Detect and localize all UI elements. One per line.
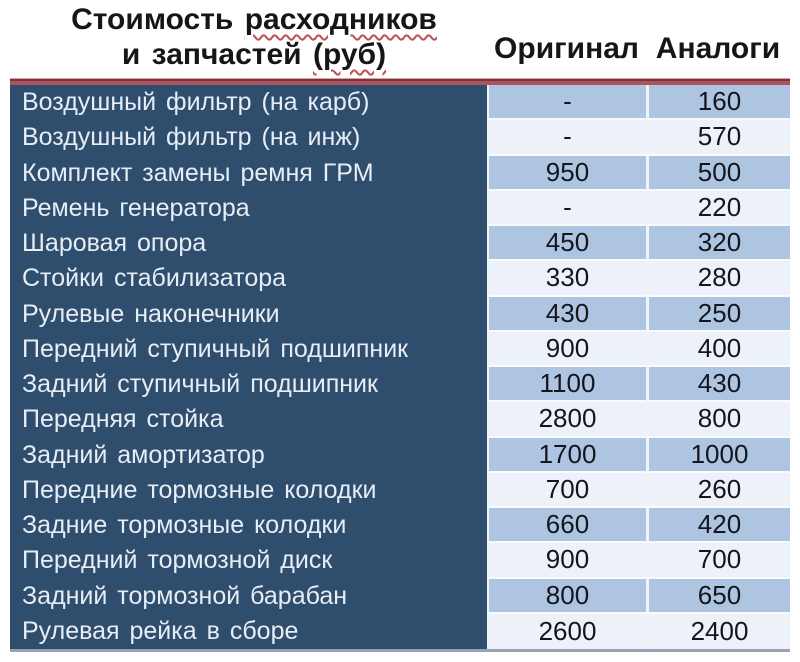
column-header-original: Оригинал xyxy=(494,32,639,65)
original-price-cell: 450 xyxy=(487,226,646,262)
original-price-cell: 1100 xyxy=(487,367,646,403)
page-title: Стоимость расходников и запчастей (руб) xyxy=(28,2,480,72)
title-text-underlined: (руб) xyxy=(312,38,387,71)
table-row: Задние тормозные колодки 660 420 xyxy=(10,508,790,544)
table-row: Рулевая рейка в сборе 2600 2400 xyxy=(10,613,790,649)
part-name-cell: Задние тормозные колодки xyxy=(10,508,487,544)
original-price-cell: 2600 xyxy=(487,613,646,649)
table-row: Задний ступичный подшипник 1100 430 xyxy=(10,367,790,403)
analog-price-cell: 500 xyxy=(646,155,790,191)
analog-price-cell: 2400 xyxy=(646,613,790,649)
part-name-cell: Передний тормозной диск xyxy=(10,543,487,579)
analog-price-cell: 420 xyxy=(646,508,790,544)
table-row: Воздушный фильтр (на карб) -160 xyxy=(10,85,790,121)
table-row: Комплект замены ремня ГРМ 950 500 xyxy=(10,155,790,191)
analog-price-cell: 570 xyxy=(646,120,790,156)
analog-price-cell: 280 xyxy=(646,261,790,297)
part-name-cell: Ремень генератора xyxy=(10,190,487,226)
original-price-cell: - xyxy=(487,85,646,121)
title-text-underlined: расходников xyxy=(244,3,437,36)
part-name-cell: Задний тормозной барабан xyxy=(10,578,487,614)
original-price-cell: 2800 xyxy=(487,402,646,438)
original-price-cell: 330 xyxy=(487,261,646,297)
analog-price-cell: 430 xyxy=(646,367,790,403)
table-row: Шаровая опора 450 320 xyxy=(10,226,790,262)
analog-price-cell: 320 xyxy=(646,226,790,262)
analog-price-cell: 400 xyxy=(646,331,790,367)
original-price-cell: - xyxy=(487,190,646,226)
analog-price-cell: 1000 xyxy=(646,437,790,473)
table-row: Воздушный фильтр (на инж) -570 xyxy=(10,120,790,156)
header: Стоимость расходников и запчастей (руб) … xyxy=(0,0,800,78)
original-price-cell: 950 xyxy=(487,155,646,191)
table-row: Задний амортизатор 1700 1000 xyxy=(10,437,790,473)
title-line-2: и запчастей (руб) xyxy=(28,37,480,72)
table-row: Стойки стабилизатора 330 280 xyxy=(10,261,790,297)
table-row: Передний тормозной диск 900 700 xyxy=(10,543,790,579)
table-row: Передняя стойка 2800 800 xyxy=(10,402,790,438)
part-name-cell: Рулевая рейка в сборе xyxy=(10,613,487,649)
original-price-cell: 1700 xyxy=(487,437,646,473)
table-row: Передние тормозные колодки 700 260 xyxy=(10,472,790,508)
title-line-1: Стоимость расходников xyxy=(28,2,480,37)
table-row: Передний ступичный подшипник 900 400 xyxy=(10,331,790,367)
divider-bar xyxy=(10,78,790,85)
part-name-cell: Передняя стойка xyxy=(10,402,487,438)
original-price-cell: - xyxy=(487,120,646,156)
part-name-cell: Воздушный фильтр (на карб) xyxy=(10,85,487,121)
table-row: Ремень генератора -220 xyxy=(10,190,790,226)
title-text: и запчастей xyxy=(121,38,313,71)
original-price-cell: 900 xyxy=(487,331,646,367)
original-price-cell: 900 xyxy=(487,543,646,579)
original-price-cell: 700 xyxy=(487,472,646,508)
analog-price-cell: 220 xyxy=(646,190,790,226)
table-row: Задний тормозной барабан 800 650 xyxy=(10,578,790,614)
part-name-cell: Стойки стабилизатора xyxy=(10,261,487,297)
analog-price-cell: 250 xyxy=(646,296,790,332)
part-name-cell: Передние тормозные колодки xyxy=(10,472,487,508)
part-name-cell: Передний ступичный подшипник xyxy=(10,331,487,367)
analog-price-cell: 700 xyxy=(646,543,790,579)
part-name-cell: Задний ступичный подшипник xyxy=(10,367,487,403)
part-name-cell: Задний амортизатор xyxy=(10,437,487,473)
analog-price-cell: 800 xyxy=(646,402,790,438)
part-name-cell: Воздушный фильтр (на инж) xyxy=(10,120,487,156)
original-price-cell: 430 xyxy=(487,296,646,332)
analog-price-cell: 260 xyxy=(646,472,790,508)
analog-price-cell: 160 xyxy=(646,85,790,121)
part-name-cell: Шаровая опора xyxy=(10,226,487,262)
original-price-cell: 800 xyxy=(487,578,646,614)
part-name-cell: Рулевые наконечники xyxy=(10,296,487,332)
title-text: Стоимость xyxy=(71,3,245,36)
part-name-cell: Комплект замены ремня ГРМ xyxy=(10,155,487,191)
table-row: Рулевые наконечники 430 250 xyxy=(10,296,790,332)
price-table: Воздушный фильтр (на карб) -160 Воздушный… xyxy=(10,85,790,652)
original-price-cell: 660 xyxy=(487,508,646,544)
column-header-analogs: Аналоги xyxy=(655,32,781,65)
analog-price-cell: 650 xyxy=(646,578,790,614)
